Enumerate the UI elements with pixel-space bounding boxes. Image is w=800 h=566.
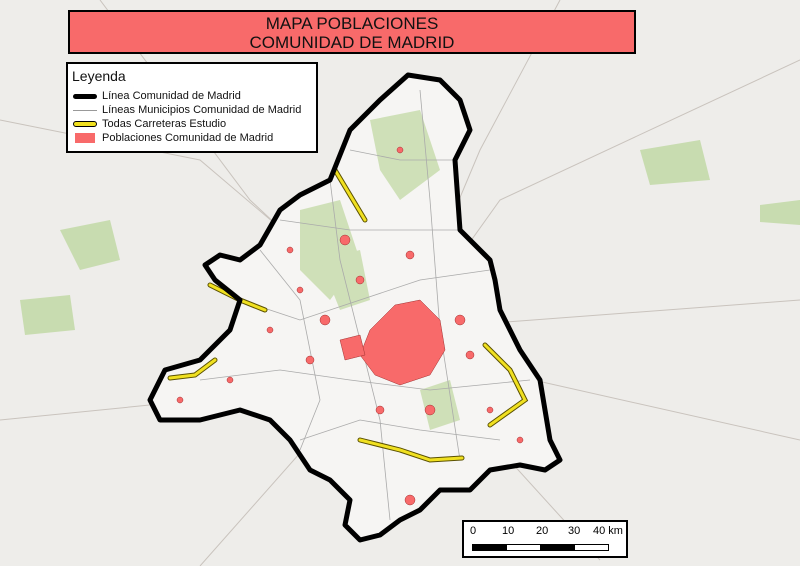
salmon-fill-icon xyxy=(72,133,98,143)
scale-segment xyxy=(574,544,609,551)
scale-segment xyxy=(540,544,575,551)
municipal-lines xyxy=(199,89,531,521)
legend: Leyenda Línea Comunidad de Madrid Líneas… xyxy=(66,62,318,153)
legend-item-towns: Poblaciones Comunidad de Madrid xyxy=(72,131,312,145)
forest-inside xyxy=(300,110,460,430)
legend-label: Línea Comunidad de Madrid xyxy=(102,90,241,102)
legend-label: Poblaciones Comunidad de Madrid xyxy=(102,132,274,144)
legend-item-roads: Todas Carreteras Estudio xyxy=(72,117,312,131)
scale-segment xyxy=(506,544,541,551)
title-line-2: COMUNIDAD DE MADRID xyxy=(249,33,455,52)
title-line-1: MAPA POBLACIONES xyxy=(265,14,439,33)
scale-tick: 30 xyxy=(568,525,581,537)
thin-grey-line-icon xyxy=(72,109,98,111)
towns xyxy=(176,146,524,506)
legend-label: Líneas Municipios Comunidad de Madrid xyxy=(102,104,302,116)
comunidad-madrid-interior xyxy=(150,75,560,540)
scale-segment xyxy=(472,544,507,551)
forest-areas xyxy=(20,140,800,335)
thick-black-line-icon xyxy=(72,93,98,99)
yellow-line-icon xyxy=(72,121,98,127)
scale-tick: 20 xyxy=(536,525,549,537)
legend-item-municipal: Líneas Municipios Comunidad de Madrid xyxy=(72,103,312,117)
comunidad-madrid-boundary xyxy=(147,72,563,543)
legend-item-boundary: Línea Comunidad de Madrid xyxy=(72,89,312,103)
legend-label: Todas Carreteras Estudio xyxy=(102,118,227,130)
scale-tick: 0 xyxy=(470,525,477,537)
legend-heading: Leyenda xyxy=(72,68,126,84)
scale-tick: 10 xyxy=(502,525,515,537)
scale-bar: 0 10 20 30 40 km xyxy=(462,520,628,558)
map-title: MAPA POBLACIONES COMUNIDAD DE MADRID xyxy=(68,10,636,54)
scale-tick: 40 km xyxy=(593,525,623,537)
